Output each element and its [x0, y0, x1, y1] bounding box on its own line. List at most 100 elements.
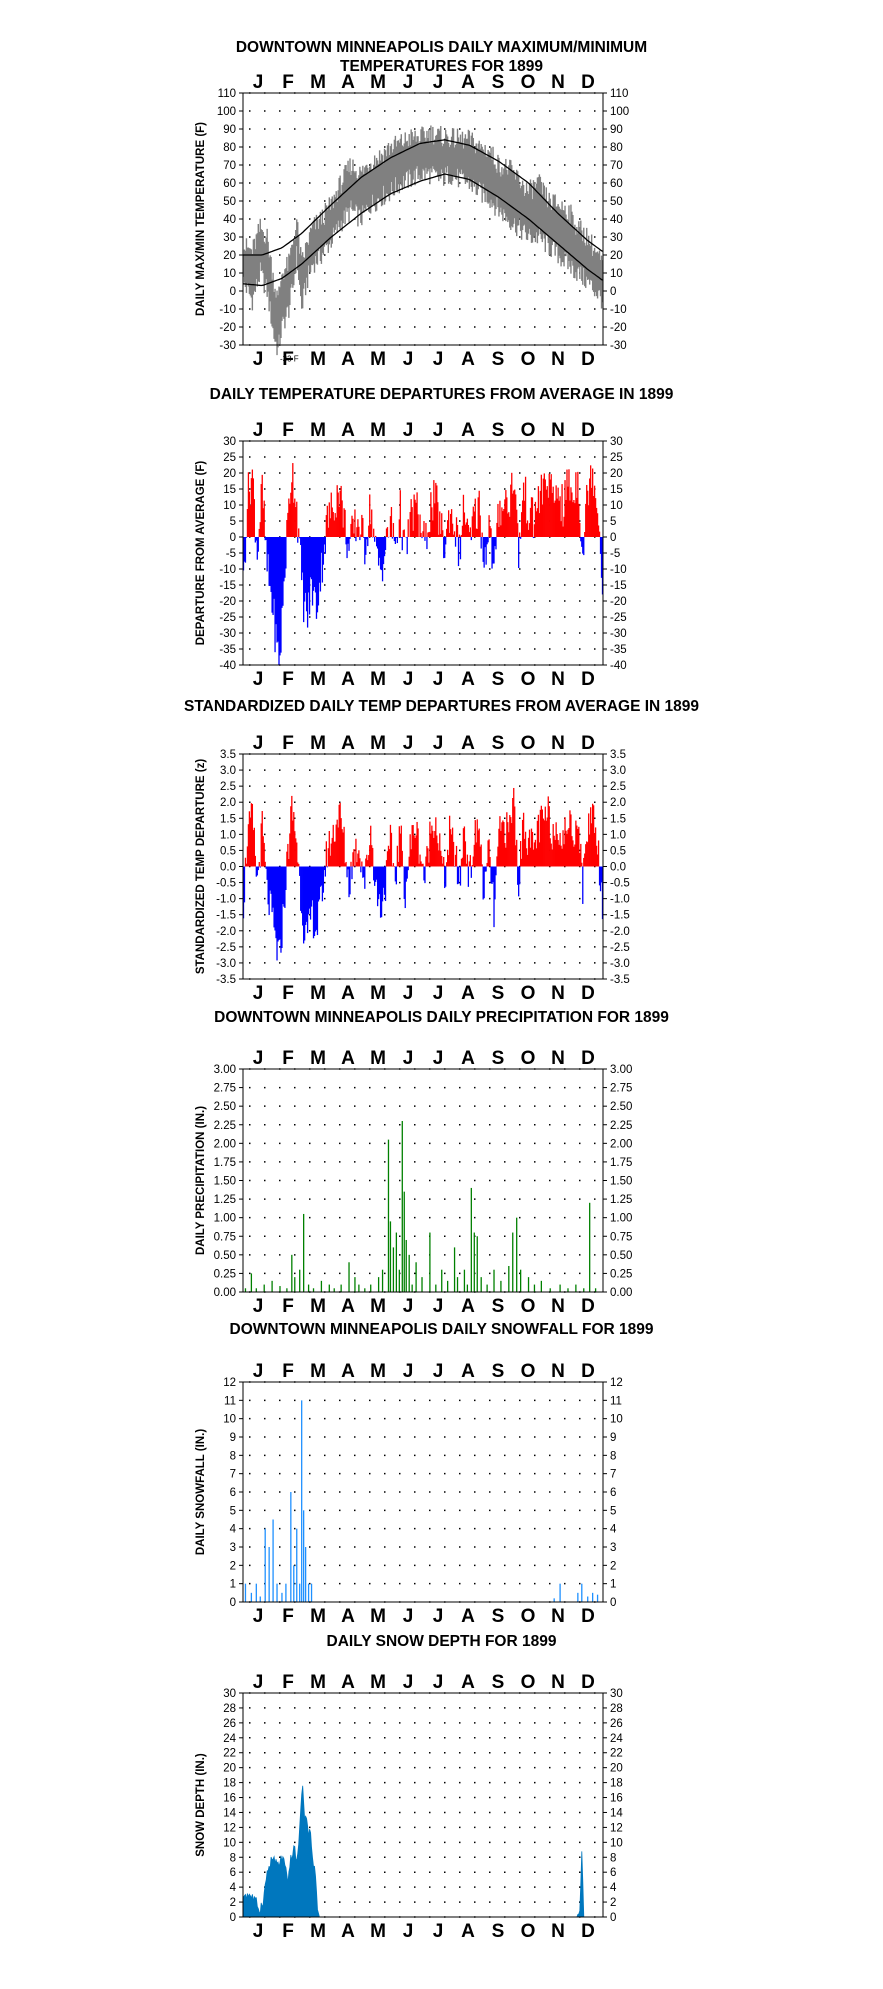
month-label-top: D [581, 733, 595, 754]
y-tick-label-left: 1.00 [214, 1213, 236, 1225]
y-tick-label-right: 22 [610, 1748, 623, 1760]
y-tick-label-left: 6 [230, 1487, 236, 1499]
month-label-bottom: J [403, 983, 414, 1004]
y-tick-label-left: 100 [217, 106, 236, 118]
month-label-top: D [581, 1361, 595, 1382]
y-tick-label-left: 15 [223, 484, 236, 496]
month-label-bottom: S [492, 1606, 505, 1627]
month-label-bottom: A [341, 349, 355, 370]
month-label-bottom: J [253, 1921, 264, 1942]
y-tick-label-left: -20 [219, 322, 236, 334]
y-tick-label-left: -2.5 [216, 942, 236, 954]
month-label-bottom: S [492, 349, 505, 370]
y-tick-label-left: 1.5 [220, 813, 236, 825]
y-tick-label-right: 12 [610, 1377, 623, 1389]
y-tick-label-left: -30 [219, 628, 236, 640]
y-tick-label-right: 20 [610, 250, 623, 262]
y-tick-label-left: -3.5 [216, 974, 236, 986]
month-label-bottom: N [551, 1606, 565, 1627]
y-tick-label-left: 40 [223, 214, 236, 226]
month-label-bottom: J [403, 1921, 414, 1942]
month-label-bottom: D [581, 669, 595, 690]
month-label-bottom: A [341, 1921, 355, 1942]
month-label-bottom: O [521, 349, 536, 370]
month-label-bottom: M [310, 1921, 326, 1942]
y-tick-label-left: 0.5 [220, 845, 236, 857]
month-label-top: J [433, 1672, 444, 1693]
y-tick-label-left: -5 [226, 548, 236, 560]
month-label-top: M [310, 420, 326, 441]
y-tick-label-left: 8 [230, 1450, 236, 1462]
y-tick-label-left: 50 [223, 196, 236, 208]
month-label-top: D [581, 72, 595, 93]
y-tick-label-right: 24 [610, 1733, 623, 1745]
month-label-top: F [282, 72, 294, 93]
month-label-top: M [370, 1672, 386, 1693]
month-label-top: N [551, 733, 565, 754]
y-tick-label-right: 28 [610, 1703, 623, 1715]
y-tick-label-right: 12 [610, 1822, 623, 1834]
y-tick-label-left: -40 [219, 660, 236, 672]
y-tick-label-left: 2.25 [214, 1120, 236, 1132]
month-label-bottom: M [310, 349, 326, 370]
y-tick-label-right: -40 [610, 660, 627, 672]
month-label-bottom: J [433, 669, 444, 690]
month-label-bottom: M [370, 1296, 386, 1317]
y-tick-label-left: 12 [223, 1377, 236, 1389]
y-tick-label-right: -1.5 [610, 910, 630, 922]
month-label-bottom: J [403, 669, 414, 690]
month-label-top: M [310, 1048, 326, 1069]
y-tick-label-right: -5 [610, 548, 620, 560]
y-tick-label-right: 90 [610, 124, 623, 136]
month-label-bottom: J [433, 349, 444, 370]
y-tick-label-right: 6 [610, 1867, 616, 1879]
month-label-top: S [492, 420, 505, 441]
y-tick-label-right: 10 [610, 1837, 623, 1849]
month-label-bottom: N [551, 669, 565, 690]
month-label-bottom: S [492, 983, 505, 1004]
y-tick-label-left: 0 [230, 532, 236, 544]
y-tick-label-right: -0.5 [610, 878, 630, 890]
y-tick-label-right: 11 [610, 1395, 622, 1407]
y-tick-label-left: 0 [230, 286, 236, 298]
month-label-bottom: M [370, 669, 386, 690]
annotation-min-temp: -33 F [280, 354, 299, 363]
month-label-top: S [492, 1048, 505, 1069]
month-label-top: N [551, 72, 565, 93]
y-tick-label-right: -20 [610, 322, 627, 334]
y-tick-label-right: 2.5 [610, 781, 626, 793]
month-label-top: A [461, 72, 475, 93]
y-tick-label-left: -1.5 [216, 910, 236, 922]
y-tick-label-left: 80 [223, 142, 236, 154]
y-tick-label-left: 2.5 [220, 781, 236, 793]
month-label-top: M [370, 1048, 386, 1069]
y-tick-label-right: 0 [610, 1912, 616, 1924]
y-tick-label-right: 2 [610, 1897, 616, 1909]
y-tick-label-right: 60 [610, 178, 623, 190]
month-label-top: J [433, 733, 444, 754]
month-label-top: J [253, 1048, 264, 1069]
month-label-top: A [461, 1672, 475, 1693]
y-tick-label-left: 24 [223, 1733, 236, 1745]
y-axis: -40 -40 -35 -35 -30 -30 -25 -25 -20 -20 -15 -15 -10 -… [219, 436, 626, 672]
y-tick-label-right: 0.75 [610, 1231, 632, 1243]
normal-high-line [243, 139, 603, 256]
month-label-bottom: A [341, 983, 355, 1004]
y-tick-label-left: 30 [223, 1688, 236, 1700]
y-tick-label-left: 6 [230, 1867, 236, 1879]
y-tick-label-left: 20 [223, 468, 236, 480]
y-tick-label-right: -10 [610, 304, 627, 316]
y-tick-label-left: -0.5 [216, 878, 236, 890]
month-label-bottom: M [370, 1921, 386, 1942]
y-tick-label-right: 3 [610, 1542, 616, 1554]
y-tick-label-left: 0 [230, 1912, 236, 1924]
y-tick-label-left: 5 [230, 1505, 236, 1517]
y-tick-label-right: 7 [610, 1469, 616, 1481]
y-tick-label-left: 30 [223, 436, 236, 448]
month-label-bottom: A [461, 1296, 475, 1317]
y-tick-label-left: 10 [223, 268, 236, 280]
